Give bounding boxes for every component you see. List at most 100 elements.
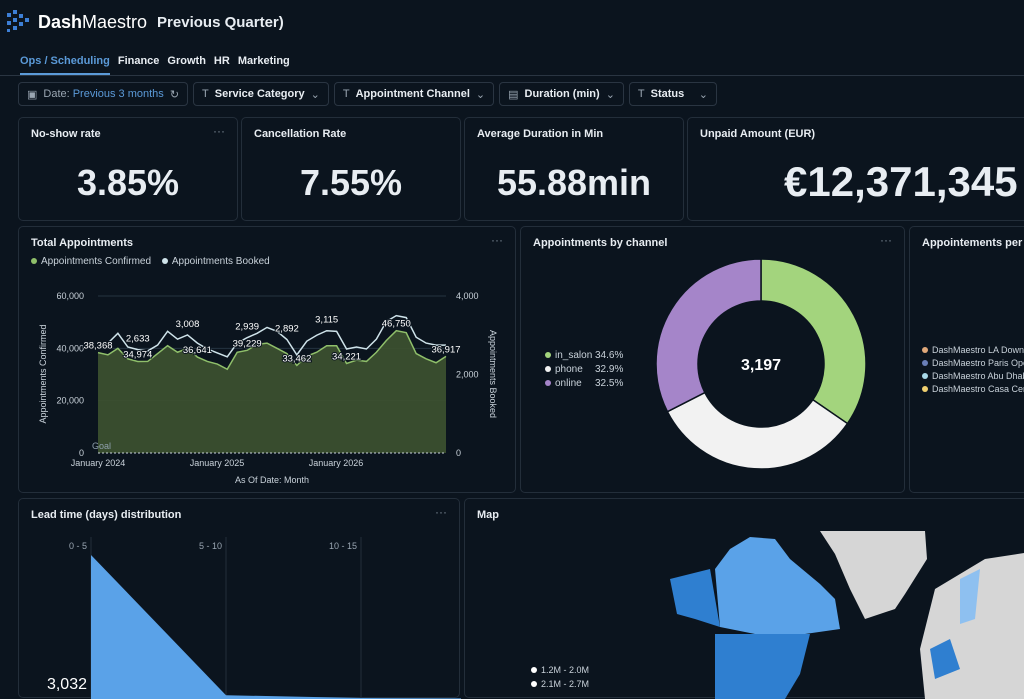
- kpi-title: Unpaid Amount (EUR): [700, 128, 816, 140]
- refresh-icon[interactable]: ↻: [169, 88, 180, 101]
- number-type-icon: ▤: [508, 88, 519, 101]
- kpi-average-duration: Average Duration in Min 55.88min: [464, 117, 684, 221]
- tab-growth[interactable]: Growth: [167, 55, 206, 67]
- usa-region: [715, 634, 810, 699]
- x-tick-label: January 2024: [71, 458, 126, 468]
- status-filter[interactable]: T Status ⌄: [628, 82, 717, 106]
- chart-title: Appointements per city: [922, 237, 1024, 249]
- y-tick-label: 20,000: [56, 396, 84, 406]
- text-type-icon: T: [202, 88, 209, 100]
- legend-item[interactable]: in_salon 34.6%: [545, 349, 623, 363]
- legend-item[interactable]: online 32.5%: [545, 377, 623, 391]
- map-card: Map 1.2M - 2.0M 2.1M - 2.7M: [464, 498, 1024, 699]
- data-label: 34,221: [332, 351, 361, 362]
- tab-finance[interactable]: Finance: [117, 55, 160, 67]
- chart-title: Total Appointments: [31, 237, 134, 249]
- data-label: 46,750: [382, 319, 411, 330]
- date-filter-value: Previous 3 months: [72, 88, 164, 100]
- y-axis-title: Appointments Confirmed: [38, 324, 48, 423]
- channel-donut-chart: 3,197: [655, 258, 867, 470]
- service-category-filter[interactable]: T Service Category ⌄: [193, 82, 329, 106]
- more-menu-icon[interactable]: ···: [491, 233, 503, 247]
- city-legend: DashMaestro LA Downtown DashMaestro Pari…: [922, 344, 1024, 396]
- y2-tick-label: 2,000: [456, 370, 479, 380]
- legend-item[interactable]: 1.2M - 2.0M: [531, 663, 589, 677]
- legend-confirmed[interactable]: Appointments Confirmed: [31, 256, 151, 267]
- kpi-title: Cancellation Rate: [254, 128, 347, 140]
- tab-hr[interactable]: HR: [213, 55, 230, 67]
- legend-item[interactable]: 2.1M - 2.7M: [531, 677, 589, 691]
- filter-label: Appointment Channel: [355, 88, 470, 100]
- date-filter-label: Date:: [43, 88, 70, 100]
- data-label: 2,892: [275, 323, 299, 334]
- kpi-value: 55.88min: [496, 162, 652, 203]
- donut-slice-phone: [666, 391, 849, 470]
- tab-bar: Ops / Scheduling Finance Growth HR Marke…: [20, 55, 290, 75]
- legend-item[interactable]: phone 32.9%: [545, 363, 623, 377]
- canada-region: [715, 537, 840, 634]
- legend-item[interactable]: DashMaestro Abu Dhabi: [922, 370, 1024, 383]
- total-appointments-chart: 0 20,000 40,000 60,000 0 2,000 4,000 Goal 38,368…: [38, 291, 498, 485]
- x-axis-title: As Of Date: Month: [235, 475, 309, 485]
- data-label: 34,974: [123, 349, 152, 360]
- chart-legend: Appointments Confirmed Appointments Book…: [31, 256, 270, 267]
- data-label: 33,462: [282, 353, 311, 364]
- data-label: 3,008: [176, 319, 200, 330]
- bin-label: 10 - 15: [329, 541, 357, 551]
- chart-title: Map: [477, 509, 499, 521]
- total-appointments-card: Total Appointments ··· Appointments Conf…: [18, 226, 516, 493]
- confirmed-line: [97, 329, 447, 371]
- filter-label: Status: [650, 88, 685, 100]
- scandinavia-region: [960, 569, 980, 624]
- goal-label: Goal: [92, 441, 111, 451]
- x-tick-label: January 2026: [309, 458, 364, 468]
- appointment-channel-filter[interactable]: T Appointment Channel ⌄: [333, 82, 495, 106]
- chevron-down-icon: ⌄: [698, 88, 708, 101]
- kpi-unpaid-amount: Unpaid Amount (EUR) €12,371,345: [687, 117, 1024, 221]
- legend-item[interactable]: DashMaestro Casa Center: [922, 383, 1024, 396]
- legend-item[interactable]: DashMaestro Paris Opera: [922, 357, 1024, 370]
- alaska-region: [670, 569, 720, 627]
- funnel-area: [91, 555, 461, 699]
- y2-axis-title: Appointments Booked: [488, 330, 498, 418]
- more-menu-icon[interactable]: ···: [435, 505, 447, 519]
- channel-legend: in_salon 34.6% phone 32.9% online 32.5%: [545, 349, 623, 391]
- duration-filter[interactable]: ▤ Duration (min) ⌄: [499, 82, 624, 106]
- map-legend: 1.2M - 2.0M 2.1M - 2.7M: [531, 663, 589, 691]
- tab-ops-scheduling[interactable]: Ops / Scheduling: [20, 55, 110, 75]
- y-tick-label: 60,000: [56, 291, 84, 301]
- filter-bar: ▣ Date: Previous 3 months ↻ T Service Catego…: [18, 82, 717, 106]
- kpi-value: 3.85%: [76, 162, 180, 203]
- legend-booked[interactable]: Appointments Booked: [161, 256, 270, 267]
- kpi-value: €12,371,345: [784, 158, 1018, 205]
- more-menu-icon[interactable]: ···: [880, 233, 892, 247]
- bin-label: 5 - 10: [199, 541, 222, 551]
- date-filter[interactable]: ▣ Date: Previous 3 months ↻: [18, 82, 189, 106]
- kpi-cancellation-rate: Cancellation Rate 7.55%: [241, 117, 461, 221]
- y-tick-label: 40,000: [56, 343, 84, 353]
- appointments-by-channel-card: Appointments by channel ··· in_salon 34.6…: [520, 226, 905, 493]
- lead-time-distribution-card: Lead time (days) distribution ··· 0 - 5 5…: [18, 498, 461, 699]
- filter-label: Service Category: [214, 88, 305, 100]
- data-label: 2,939: [235, 322, 259, 333]
- brand-name: DashMaestro: [38, 11, 148, 32]
- chevron-down-icon: ⌄: [605, 88, 615, 101]
- legend-item[interactable]: DashMaestro LA Downtown: [922, 344, 1024, 357]
- text-type-icon: T: [342, 88, 350, 100]
- donut-slice-online: [655, 258, 762, 413]
- bin-label: 0 - 5: [69, 541, 87, 551]
- chevron-down-icon: ⌄: [310, 88, 320, 101]
- x-tick-label: January 2025: [190, 458, 245, 468]
- page-title: Previous Quarter): [157, 13, 284, 31]
- appointments-per-city-card: Appointements per city DashMaestro LA Do…: [909, 226, 1024, 493]
- booked-line: [97, 314, 446, 358]
- kpi-title: Average Duration in Min: [477, 128, 604, 140]
- confirmed-area: [98, 330, 446, 453]
- y-tick-label: 0: [79, 448, 84, 458]
- more-menu-icon[interactable]: ···: [213, 124, 225, 138]
- tab-marketing[interactable]: Marketing: [237, 55, 290, 67]
- chevron-down-icon: ⌄: [475, 88, 486, 101]
- header: DashMaestro Previous Quarter): [0, 0, 1024, 44]
- divider: [0, 75, 1024, 76]
- kpi-title: No-show rate: [31, 128, 101, 140]
